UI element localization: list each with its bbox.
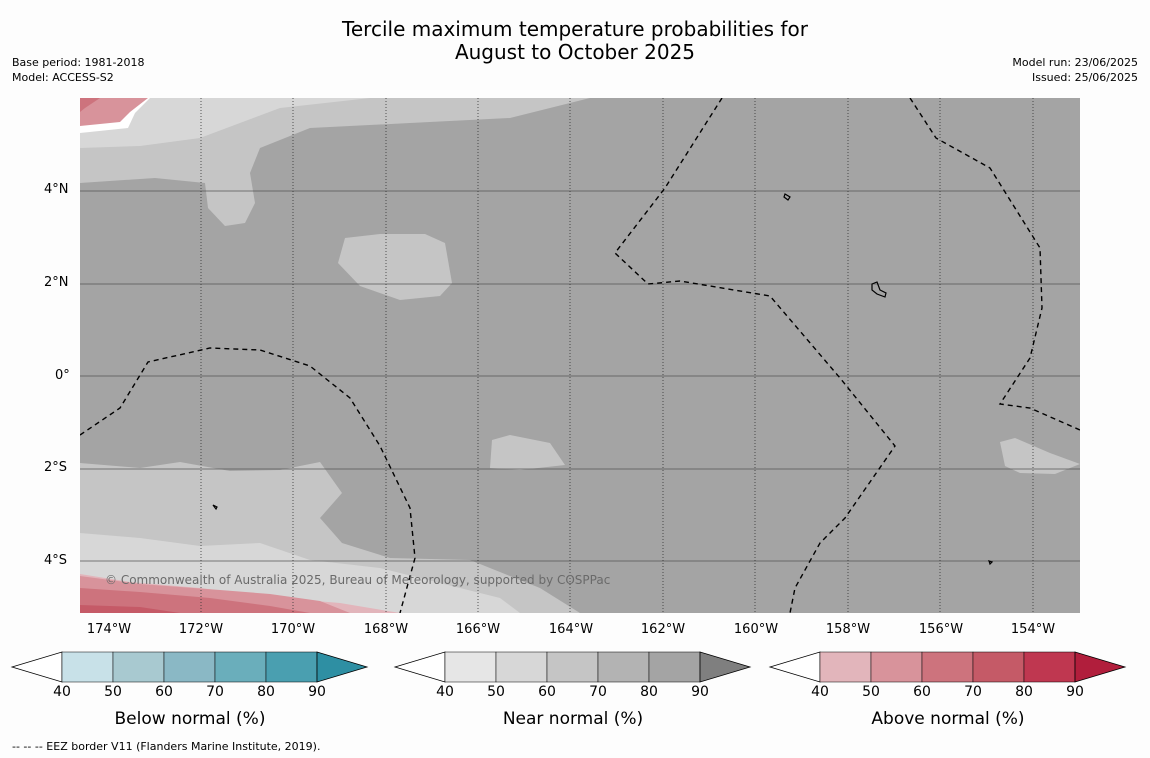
eez-border-east [909,98,1080,431]
colorbar-extend-high [316,651,369,683]
base-period: Base period: 1981-2018 [12,56,145,69]
colorbar-graphic-above [768,651,1127,683]
lon-tick: 160°W [733,622,779,637]
lon-tick: 168°W [363,622,409,637]
islands [212,193,994,566]
colorbar-segment [163,651,216,683]
model-run: Model run: 23/06/2025 [1012,56,1138,69]
island-c [212,504,218,511]
title-line-2: August to October 2025 [454,40,696,64]
colorbar-segment [648,651,701,683]
colorbar-segment [61,651,114,683]
copyright-notice: © Commonwealth of Australia 2025, Bureau… [105,573,611,587]
colorbar-graphic-below [10,651,369,683]
colorbar-tick-label: 80 [257,684,275,700]
colorbar-tick-label: 90 [308,684,326,700]
colorbar-tick-label: 70 [206,684,224,700]
colorbar-tick-label: 70 [964,684,982,700]
title-line-1: Tercile maximum temperature probabilitie… [342,17,808,41]
colorbar-segment [495,651,548,683]
colorbar-tick-label: 50 [104,684,122,700]
colorbar-title-below: Below normal (%) [114,709,266,729]
colorbar-tick-label: 40 [53,684,71,700]
issued-date: Issued: 25/06/2025 [1031,71,1138,84]
colorbar-segment [214,651,267,683]
colorbar-segment [870,651,923,683]
eez-border-west [80,347,416,613]
colorbar-segment [972,651,1025,683]
colorbar-segment [819,651,872,683]
colorbar-tick-label: 50 [862,684,880,700]
lat-tick: 4°N [44,182,69,197]
lon-tick: 166°W [455,622,501,637]
colorbar-extend-low [393,651,446,683]
model-info: Base period: 1981-2018 Model: ACCESS-S2 [12,55,144,85]
eez-footnote: -- -- -- EEZ border V11 (Flanders Marine… [12,740,321,753]
near-normal-70-patch-b [490,435,565,470]
colorbar-tick-label: 90 [691,684,709,700]
colorbar-segment [265,651,318,683]
lat-tick: 0° [55,368,70,383]
lon-tick: 174°W [86,622,132,637]
island-b [871,281,887,298]
probability-map [80,98,1080,613]
lon-tick: 158°W [825,622,871,637]
eez-borders [80,98,1080,613]
colorbar-extend-high [699,651,752,683]
colorbar-tick-label: 40 [811,684,829,700]
lon-tick: 156°W [918,622,964,637]
colorbar-tick-label: 80 [640,684,658,700]
colorbar-extend-high [1074,651,1127,683]
latitude-gridlines [80,190,1080,562]
model-name: Model: ACCESS-S2 [12,71,114,84]
colorbar-segment [112,651,165,683]
longitude-gridlines [200,98,1034,613]
island-a [783,193,791,201]
lon-tick: 162°W [640,622,686,637]
above-normal-80-bottom [80,605,180,613]
colorbar-extend-low [10,651,63,683]
colorbar-segment [444,651,497,683]
above-normal-70-top [80,98,100,112]
colorbar-tick-label: 60 [538,684,556,700]
near-normal-70-patch-c [1000,438,1080,474]
above-normal-70-bottom [80,588,310,613]
lat-tick: 4°S [44,553,68,568]
colorbar-segment [1023,651,1076,683]
lon-tick: 170°W [270,622,316,637]
colorbar-extend-low [768,651,821,683]
near-normal-70-patch-a [338,234,452,300]
colorbar-segment [546,651,599,683]
colorbar-tick-label: 40 [436,684,454,700]
colorbar-segment [597,651,650,683]
near-normal-60-region [80,98,370,148]
lat-tick: 2°S [44,460,68,475]
lon-tick: 154°W [1010,622,1056,637]
run-info: Model run: 23/06/2025 Issued: 25/06/2025 [1012,55,1138,85]
above-normal-60-top [80,98,148,126]
colorbar-tick-label: 60 [913,684,931,700]
colorbar-segment [921,651,974,683]
colorbar-tick-label: 90 [1066,684,1084,700]
colorbar-tick-label: 60 [155,684,173,700]
colorbar-tick-label: 70 [589,684,607,700]
island-d [988,560,994,566]
colorbar-title-near: Near normal (%) [502,709,644,729]
colorbar-tick-label: 50 [487,684,505,700]
colorbar-tick-label: 80 [1015,684,1033,700]
lat-tick: 2°N [44,275,69,290]
colorbar-graphic-near [393,651,752,683]
chart-title: Tercile maximum temperature probabilitie… [0,18,1150,64]
colorbar-title-above: Above normal (%) [871,709,1025,729]
eez-border-central [614,98,896,613]
lon-tick: 172°W [178,622,224,637]
lon-tick: 164°W [548,622,594,637]
